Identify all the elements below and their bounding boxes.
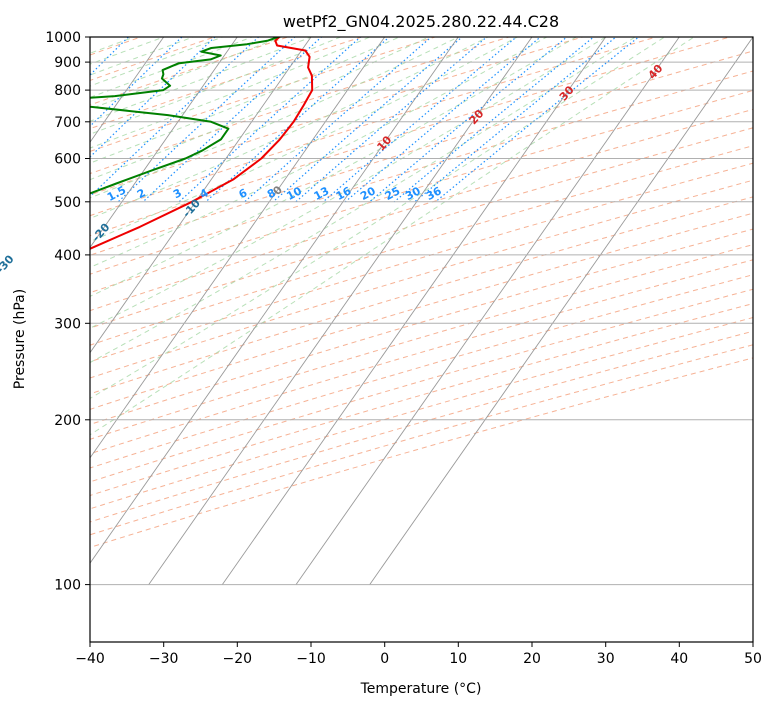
y-tick-label: 800 [54,83,81,99]
dry-adiabat [90,37,732,237]
moist-adiabat [90,37,696,436]
dry-adiabat [90,288,753,483]
moist-adiabat [90,37,489,220]
y-tick-label: 400 [54,248,81,264]
x-axis-ticks: −40 −30 −20 −10 0 10 20 30 40 50 [75,642,762,667]
moist-adiabat [90,37,431,181]
dry-adiabat [90,179,753,379]
dry-adiabat [90,37,511,175]
chart-title: wetPf2_GN04.2025.280.22.44.C28 [283,12,559,32]
dry-adiabat [90,196,753,395]
x-tick-label: −40 [75,651,105,667]
y-tick-label: 700 [54,115,81,131]
isotherm-line [90,37,165,144]
y-tick-label: 1000 [45,30,81,46]
x-tick-label: 50 [744,651,762,667]
mixing-ratio-label: 36 [424,184,444,203]
dry-adiabat [90,274,753,469]
dry-adiabat [90,108,753,312]
profiles [90,37,314,250]
mixing-ratio-label: 20 [358,184,378,203]
y-tick-label: 500 [54,195,81,211]
isotherm-line [90,37,386,459]
moist-adiabat [90,37,666,400]
mixing-ratio-line [435,37,640,203]
mixing-ratio-line [142,37,323,203]
dewpoint-profile [90,37,280,195]
x-tick-label: 10 [449,651,467,667]
mixing-ratio-line [393,37,595,203]
moist-adiabat [90,37,313,122]
y-tick-label: 900 [54,55,81,71]
mixing-ratio-label: 10 [284,184,304,203]
x-tick-label: 20 [523,651,541,667]
moist-adiabat [90,37,401,164]
y-tick-label: 300 [54,316,81,332]
mixing-ratio-line [244,37,433,203]
isotherm-line [221,37,607,585]
isotherm-line [90,37,459,564]
mixing-ratio-line [0,23,92,202]
moist-adiabat [90,37,548,268]
mixing-ratio-line [295,37,488,203]
isotherm-line [148,37,533,585]
mixing-ratio-label: 13 [312,184,332,203]
dry-adiabat [90,228,753,425]
mixing-ratio-line [90,37,183,128]
moist-adiabat [90,37,578,297]
grid-lines [90,37,753,586]
dry-adiabat [90,37,659,217]
x-tick-label: 0 [380,651,389,667]
dry-adiabat [90,344,753,536]
isotherm-label: -30 [0,252,17,276]
moist-adiabat [90,37,372,149]
moist-adiabat [90,37,637,364]
temperature-profile [90,37,314,250]
dry-adiabat [90,317,753,510]
dry-adiabat [90,244,753,440]
mixing-ratio-line [369,37,568,203]
y-tick-label: 600 [54,152,81,168]
mixing-ratio-line [205,37,391,203]
dry-adiabat [90,127,753,329]
plot-frame [89,36,754,643]
x-tick-label: −10 [296,651,326,667]
moist-adiabat [90,37,460,199]
mixing-ratio-label: 25 [383,184,403,203]
x-tick-label: 40 [670,651,688,667]
isotherm-line [90,37,312,354]
y-tick-label: 200 [54,413,81,429]
y-tick-label: 100 [54,578,81,594]
mixing-ratio-label: 30 [403,184,423,203]
mixing-ratio-label: 16 [334,184,354,203]
x-tick-label: −30 [149,651,179,667]
moist-adiabat [90,37,607,329]
mixing-ratio-line [90,37,260,198]
x-axis-label: Temperature (°C) [360,681,482,697]
isotherm-line [295,37,680,585]
mixing-ratio-line [272,37,463,203]
y-axis-label: Pressure (hPa) [12,289,28,389]
x-tick-label: −20 [223,651,253,667]
x-tick-label: 30 [597,651,615,667]
y-axis-ticks: 1000 900 800 700 600 500 400 300 200 100 [45,30,90,594]
isotherm-line [369,37,753,585]
plot-background [90,37,753,642]
mixing-ratio-line [178,37,362,203]
